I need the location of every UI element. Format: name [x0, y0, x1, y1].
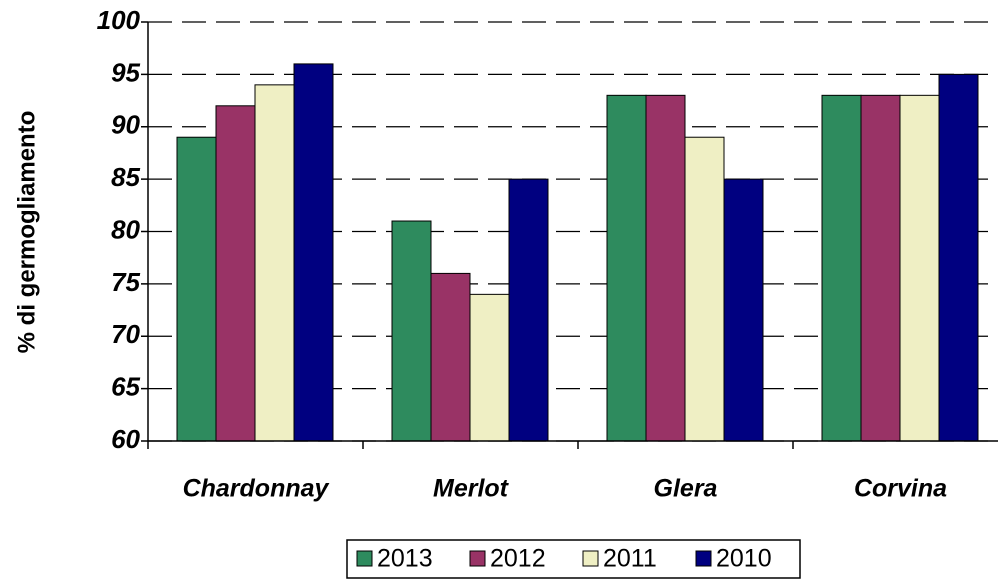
- y-tick-label: 65: [111, 372, 140, 402]
- y-tick-label: 85: [111, 162, 140, 192]
- legend-swatch: [695, 550, 712, 567]
- bar: [215, 105, 256, 442]
- y-tick-label: 60: [111, 424, 140, 454]
- bar: [860, 94, 901, 442]
- y-tick-label: 100: [97, 5, 141, 35]
- y-axis-title: % di germogliamento: [13, 111, 40, 354]
- legend-swatch: [582, 550, 599, 567]
- x-tick-label: Merlot: [433, 475, 510, 503]
- bar: [723, 178, 764, 442]
- y-tick-label: 70: [111, 319, 140, 349]
- legend-label: 2011: [603, 545, 657, 573]
- bar: [684, 136, 725, 442]
- legend-label: 2013: [377, 545, 433, 573]
- bar: [293, 63, 334, 442]
- legend-box: [346, 539, 801, 579]
- x-tick-label: Corvina: [854, 475, 947, 503]
- legend-label: 2010: [716, 545, 772, 573]
- legend-swatch: [356, 550, 373, 567]
- bar: [899, 94, 940, 442]
- x-tick-label: Chardonnay: [183, 475, 330, 503]
- bar: [254, 84, 295, 442]
- x-tick-label: Glera: [654, 475, 718, 503]
- legend-label: 2012: [490, 545, 546, 573]
- bar: [938, 73, 979, 442]
- bar: [469, 293, 510, 442]
- y-tick-label: 80: [111, 214, 140, 244]
- legend-swatch: [469, 550, 486, 567]
- y-tick-label: 95: [111, 57, 140, 87]
- bar: [606, 94, 647, 442]
- y-tick-label: 75: [111, 267, 140, 297]
- bar: [645, 94, 686, 442]
- bar: [391, 220, 432, 442]
- bar: [508, 178, 549, 442]
- bar: [821, 94, 862, 442]
- bar: [430, 272, 471, 442]
- bar: [176, 136, 217, 442]
- y-tick-label: 90: [111, 110, 140, 140]
